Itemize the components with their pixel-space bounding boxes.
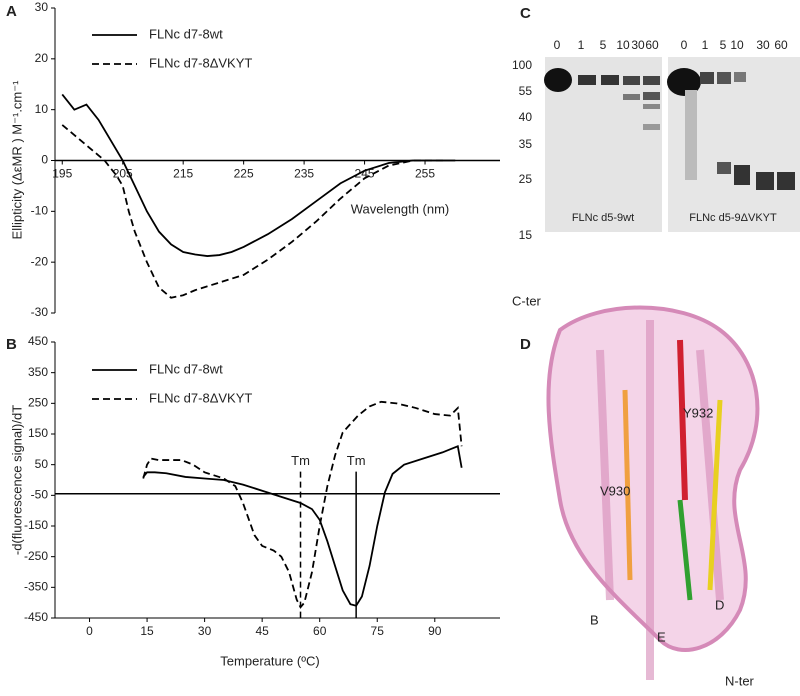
- lane-label: 0: [554, 38, 561, 52]
- structure-image: [546, 305, 760, 680]
- x-tick-label: 245: [355, 167, 375, 181]
- x-axis-label: Wavelength (nm): [351, 201, 450, 216]
- y-tick-label: 10: [35, 102, 49, 116]
- y-tick-label: -350: [24, 580, 48, 594]
- y-axis-label: Ellipticity (ΔεMR ) M⁻¹.cm⁻¹: [9, 80, 24, 240]
- x-tick-label: 60: [313, 624, 327, 638]
- lane-label: 30: [756, 38, 770, 52]
- mw-marker: 100: [512, 58, 532, 72]
- gel-caption: FLNc d5-9ΔVKYT: [689, 212, 777, 224]
- y-tick-label: -450: [24, 610, 48, 624]
- lane-label: 60: [774, 38, 788, 52]
- legend-label: FLNc d7-8ΔVKYT: [149, 55, 252, 70]
- series-line: [142, 400, 463, 609]
- tm-label: Tm: [347, 453, 366, 468]
- legend-label: FLNc d7-8ΔVKYT: [149, 390, 252, 405]
- y-tick-label: 30: [35, 0, 49, 14]
- lane-label: 5: [600, 38, 607, 52]
- panel-letter: D: [520, 336, 531, 353]
- gel-image: [544, 57, 800, 232]
- legend-label: FLNc d7-8wt: [149, 26, 223, 41]
- x-tick-label: 235: [294, 167, 314, 181]
- x-tick-label: 215: [173, 167, 193, 181]
- x-tick-label: 195: [52, 167, 72, 181]
- structure-label: C-ter: [512, 293, 542, 308]
- lane-label: 0: [681, 38, 688, 52]
- panel-letter: B: [6, 336, 17, 353]
- lane-label: 10: [616, 38, 630, 52]
- series-line: [61, 93, 456, 257]
- legend-label: FLNc d7-8wt: [149, 361, 223, 376]
- mw-marker: 15: [519, 228, 533, 242]
- y-tick-label: 450: [28, 334, 48, 348]
- y-axis-label: -d(fluorescence signal)/dT: [9, 405, 24, 555]
- structure-label: D: [715, 597, 724, 612]
- x-tick-label: 75: [371, 624, 385, 638]
- structure-label: Y932: [683, 405, 713, 420]
- x-axis-label: Temperature (ºC): [220, 653, 319, 668]
- mw-marker: 40: [519, 110, 533, 124]
- x-tick-label: 90: [428, 624, 442, 638]
- x-tick-label: 225: [234, 167, 254, 181]
- series-line: [142, 445, 463, 607]
- y-tick-label: -30: [31, 305, 49, 319]
- y-tick-label: 250: [28, 396, 48, 410]
- x-tick-label: 0: [86, 624, 93, 638]
- lane-label: 1: [578, 38, 585, 52]
- y-tick-label: -50: [31, 488, 49, 502]
- y-tick-label: 0: [41, 153, 48, 167]
- x-tick-label: 255: [415, 167, 435, 181]
- lane-label: 30: [631, 38, 645, 52]
- y-tick-label: -20: [31, 254, 49, 268]
- y-tick-label: -10: [31, 204, 49, 218]
- y-tick-label: 150: [28, 426, 48, 440]
- y-tick-label: 50: [35, 457, 49, 471]
- panel-letter: C: [520, 5, 531, 22]
- mw-marker: 35: [519, 137, 533, 151]
- mw-marker: 55: [519, 84, 533, 98]
- lane-label: 1: [702, 38, 709, 52]
- structure-label: E: [657, 629, 666, 644]
- lane-label: 5: [720, 38, 727, 52]
- x-tick-label: 30: [198, 624, 212, 638]
- mw-marker: 25: [519, 172, 533, 186]
- tm-label: Tm: [291, 453, 310, 468]
- lane-label: 10: [730, 38, 744, 52]
- structure-label: B: [590, 612, 599, 627]
- y-tick-label: 20: [35, 51, 49, 65]
- structure-label: V930: [600, 483, 630, 498]
- x-tick-label: 15: [140, 624, 154, 638]
- x-tick-label: 45: [255, 624, 269, 638]
- y-tick-label: -250: [24, 549, 48, 563]
- structure-label: N-ter: [725, 673, 755, 688]
- panel-letter: A: [6, 3, 17, 20]
- gel-caption: FLNc d5-9wt: [572, 212, 634, 224]
- lane-label: 60: [645, 38, 659, 52]
- y-tick-label: 350: [28, 365, 48, 379]
- y-tick-label: -150: [24, 518, 48, 532]
